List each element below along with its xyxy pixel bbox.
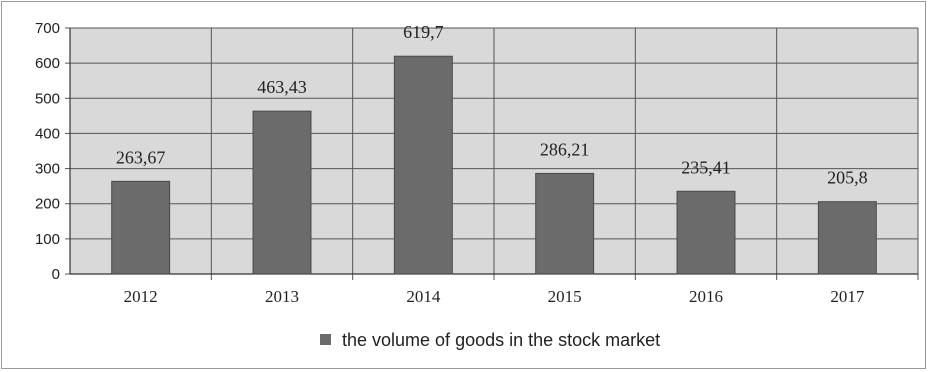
y-tick-label: 700 [35,20,60,37]
bar-2012 [111,180,171,275]
y-tick-label: 100 [35,231,60,248]
legend: the volume of goods in the stock market [320,330,660,350]
y-tick-label: 300 [35,161,60,178]
x-tick-label-2016: 2016 [689,287,723,306]
data-label-2012: 263,67 [116,147,166,167]
y-tick-label: 200 [35,196,60,213]
x-tick-label-2012: 2012 [124,287,158,306]
bars [111,55,877,275]
data-label-2013: 463,43 [257,77,307,97]
data-label-2015: 286,21 [540,139,590,159]
y-axis-ticks: 0 100 200 300 400 500 600 700 [35,20,60,283]
bar-2015 [535,172,595,275]
x-tick-label-2014: 2014 [406,287,441,306]
data-label-2017: 205,8 [827,168,868,188]
x-tick-label-2015: 2015 [548,287,582,306]
data-label-2016: 235,41 [681,157,731,177]
data-label-2014: 619,7 [403,22,444,42]
bar-2016 [676,190,736,275]
x-tick-label-2013: 2013 [265,287,299,306]
bar-2013 [252,110,312,275]
y-tick-label: 0 [52,266,60,283]
gridlines [65,27,919,280]
y-tick-label: 500 [35,90,60,107]
x-axis-ticks: 2012 2013 2014 2015 2016 2017 [124,287,865,306]
y-tick-label: 400 [35,125,60,142]
x-tick-label-2017: 2017 [830,287,865,306]
bar-2017 [817,201,877,275]
legend-swatch [320,334,331,345]
legend-label: the volume of goods in the stock market [342,330,660,350]
bar-2014 [393,55,453,275]
y-tick-label: 600 [35,55,60,72]
data-labels: 263,67 463,43 619,7 286,21 235,41 205,8 [116,22,868,187]
